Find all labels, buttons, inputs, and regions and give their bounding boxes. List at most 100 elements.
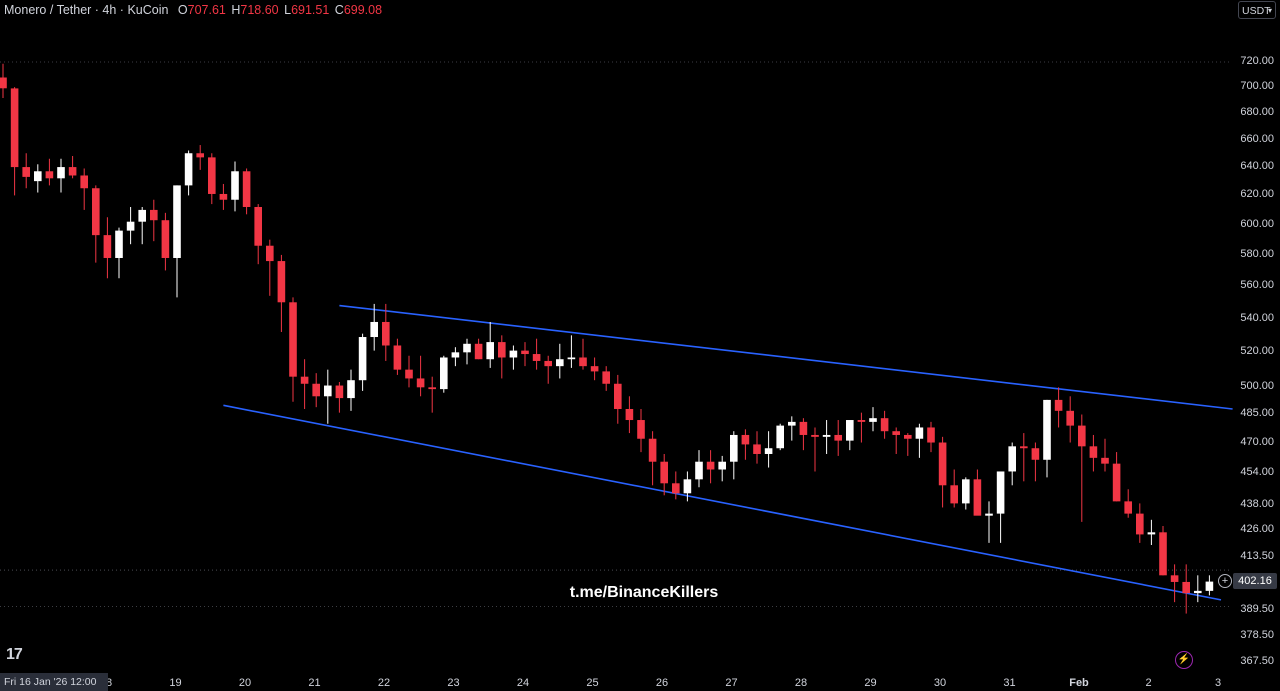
price-tick-label: 580.00 [1240,247,1274,260]
candle-body [730,434,738,462]
candle-body [1205,581,1214,591]
symbol-header: Monero / Tether · 4h · KuCoin O707.61 H7… [4,3,382,17]
candle-body [1008,446,1016,472]
candle-body [996,471,1005,514]
candle-body [741,434,750,445]
close-value: 699.08 [343,3,383,17]
candle-body [358,337,367,381]
candle-body [1101,457,1109,464]
price-tick-label: 680.00 [1240,105,1274,118]
candle-body [904,434,912,439]
time-tick-label: 25 [586,677,599,689]
symbol-title: Monero / Tether · 4h · KuCoin [4,3,169,17]
price-tick-label: 454.00 [1240,466,1274,479]
candle-body [266,245,274,262]
candle-body [695,461,703,480]
time-tick-label: 22 [377,677,391,689]
candle-body [602,371,610,384]
candle-body [231,171,239,200]
tradingview-logo-icon[interactable]: 17 [6,646,23,663]
candle-body [985,513,993,516]
time-tick-label: 29 [864,677,877,689]
candle-body [115,230,123,258]
time-tick-label: 28 [794,677,808,689]
candle-body [150,209,158,221]
price-tick-label: 540.00 [1240,311,1274,324]
candle-body [567,357,576,360]
price-tick-label: 660.00 [1240,132,1274,145]
candle-body [184,153,193,186]
watermark-text: t.me/BinanceKillers [569,584,719,601]
candle-body [1043,399,1051,460]
candle-body [45,171,54,179]
plus-circle-icon[interactable]: + [1218,574,1232,588]
price-tick-label: 720.00 [1240,55,1274,67]
high-value: 718.60 [240,3,279,17]
candle-body [637,420,645,439]
price-tick-label: 438.00 [1240,498,1274,511]
candle-body [1136,513,1144,535]
candle-body [463,343,471,353]
candle-body [1170,575,1179,582]
candle-body [196,153,204,158]
dotted-levels [0,61,1232,607]
candle-body [80,175,88,189]
candle-body [892,431,900,435]
time-tick-label: 21 [308,677,321,689]
candle-body [706,461,715,470]
candle-body [370,321,378,338]
currency-label: USDT [1242,5,1271,17]
candle-body [764,448,773,454]
candle-body [648,438,657,462]
price-tick-label: 378.50 [1240,628,1274,641]
lightning-icon[interactable]: ⚡ [1175,651,1193,669]
candle-body [242,171,251,207]
time-tick-label: 30 [933,677,947,689]
close-label: C [334,3,344,17]
candle-body [753,444,761,454]
candle-body [660,461,668,484]
candle-body [335,385,344,399]
price-tick-label: 500.00 [1240,380,1274,393]
candle-body [544,360,552,367]
price-tick-label: 470.00 [1240,435,1274,448]
candle-body [1124,501,1132,514]
candle-body [451,352,460,358]
candle-body [277,261,286,303]
candle-body [950,485,958,504]
candle-body [834,434,842,441]
candle-body [869,418,877,422]
candle-body [973,479,982,516]
candle-body [857,420,866,422]
candle-body [962,479,970,504]
time-tick-label: 27 [725,677,738,689]
candle-body [0,77,7,89]
candle-body [1147,532,1156,535]
candle-body [126,221,135,231]
candle-body [92,188,100,236]
candle-body [521,350,529,355]
candle-body [34,171,42,182]
candle-body [509,350,518,358]
candle-body [382,321,390,346]
channel-upper-line [339,304,1233,410]
candle-body [625,408,634,421]
candle-body [1089,446,1098,458]
candle-body [486,342,494,360]
channel-lower-line [223,404,1222,601]
price-tick-label: 640.00 [1240,160,1274,173]
candle-body [416,378,425,388]
time-tick-label: 31 [1003,677,1016,689]
time-tick-label: 26 [655,677,669,689]
price-tick-label: 700.00 [1240,80,1274,93]
candle-body [498,342,506,358]
candle-body [300,376,309,384]
candle-body [1159,532,1167,576]
time-tick-label: 23 [447,677,460,689]
candle-body [103,235,112,258]
currency-button[interactable]: USDT ▾ [1238,1,1276,19]
candle-body [474,343,483,360]
candle-body [683,479,692,494]
low-value: 691.51 [291,3,330,17]
